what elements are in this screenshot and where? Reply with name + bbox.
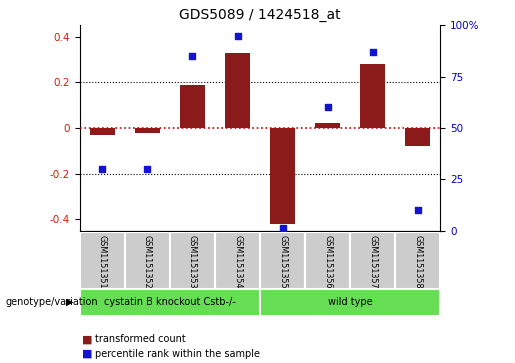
Bar <box>225 53 250 128</box>
Text: GSM1151352: GSM1151352 <box>143 235 152 289</box>
Text: GSM1151357: GSM1151357 <box>368 235 377 289</box>
Bar <box>405 128 430 146</box>
Bar <box>125 232 170 289</box>
Bar <box>80 289 260 316</box>
Text: ▶: ▶ <box>66 297 74 307</box>
Text: wild type: wild type <box>328 297 372 307</box>
Point <box>143 166 151 172</box>
Bar <box>215 232 260 289</box>
Text: percentile rank within the sample: percentile rank within the sample <box>95 349 260 359</box>
Title: GDS5089 / 1424518_at: GDS5089 / 1424518_at <box>179 8 341 22</box>
Point <box>414 207 422 213</box>
Bar <box>270 128 295 224</box>
Bar <box>170 232 215 289</box>
Text: genotype/variation: genotype/variation <box>5 297 98 307</box>
Point <box>98 166 107 172</box>
Bar <box>90 128 115 135</box>
Bar <box>396 232 440 289</box>
Bar <box>260 232 305 289</box>
Text: GSM1151354: GSM1151354 <box>233 235 242 289</box>
Point <box>369 49 377 55</box>
Bar <box>315 123 340 128</box>
Bar <box>260 289 440 316</box>
Text: ■: ■ <box>82 349 93 359</box>
Point <box>323 105 332 110</box>
Text: GSM1151355: GSM1151355 <box>278 235 287 289</box>
Point <box>233 33 242 38</box>
Bar <box>350 232 396 289</box>
Bar <box>135 128 160 132</box>
Text: GSM1151353: GSM1151353 <box>188 235 197 289</box>
Text: cystatin B knockout Cstb-/-: cystatin B knockout Cstb-/- <box>104 297 236 307</box>
Text: GSM1151358: GSM1151358 <box>414 235 422 289</box>
Text: GSM1151351: GSM1151351 <box>98 235 107 289</box>
Text: GSM1151356: GSM1151356 <box>323 235 332 289</box>
Point <box>279 225 287 231</box>
Text: ■: ■ <box>82 334 93 344</box>
Bar <box>80 232 125 289</box>
Bar <box>305 232 350 289</box>
Text: transformed count: transformed count <box>95 334 186 344</box>
Bar <box>360 64 385 128</box>
Point <box>188 53 197 59</box>
Bar <box>180 85 205 128</box>
